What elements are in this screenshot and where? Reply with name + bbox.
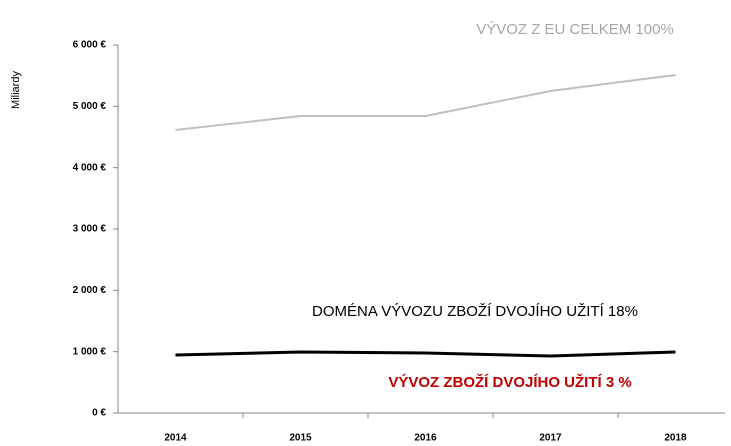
series-line [175, 74, 676, 132]
y-tick-label: 4 000 € [73, 162, 107, 173]
annotation: VÝVOZ Z EU CELKEM 100% [476, 21, 674, 38]
x-tick-label: 2015 [289, 433, 312, 444]
y-tick-label: 1 000 € [73, 346, 107, 357]
y-axis-label: Miliardy [10, 71, 22, 109]
annotation: DOMÉNA VÝVOZU ZBOŽÍ DVOJÍHO UŽITÍ 18% [312, 303, 638, 320]
x-tick-label: 2018 [664, 433, 687, 444]
y-tick-label: 6 000 € [73, 40, 107, 51]
annotation: VÝVOZ ZBOŽÍ DVOJÍHO UŽITÍ 3 % [388, 373, 631, 391]
y-tick-label: 2 000 € [73, 285, 107, 296]
y-tick-label: 5 000 € [73, 101, 107, 112]
series-line [175, 350, 676, 358]
x-tick-label: 2014 [164, 433, 187, 444]
x-tick-label: 2017 [539, 433, 562, 444]
x-tick-label: 2016 [414, 433, 437, 444]
y-tick-label: 0 € [92, 408, 106, 419]
y-tick-label: 3 000 € [73, 224, 107, 235]
